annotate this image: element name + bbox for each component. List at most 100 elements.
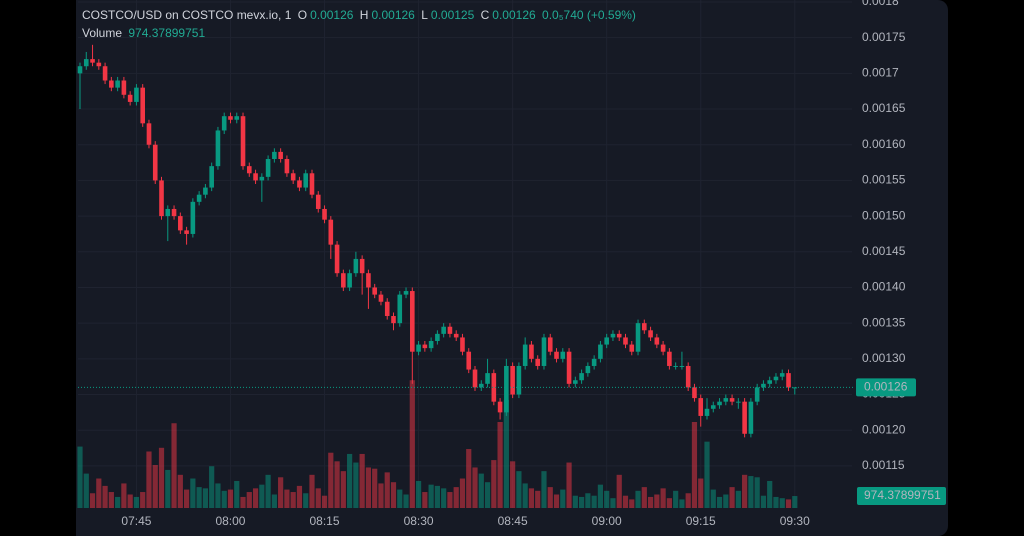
volume-bar — [767, 480, 773, 508]
candle-body — [717, 401, 722, 406]
volume-bar — [409, 380, 415, 508]
volume-bar — [754, 477, 760, 508]
volume-bar — [265, 474, 271, 508]
candle-body — [341, 273, 346, 288]
volume-bar — [478, 473, 484, 508]
volume-bar — [121, 483, 127, 508]
candle-body — [491, 373, 497, 402]
candle-body — [178, 216, 183, 231]
candle-body — [554, 351, 559, 359]
ohlc-label: O — [297, 8, 308, 22]
candle-body — [779, 373, 785, 377]
candle-body — [209, 166, 214, 188]
volume-bar — [666, 498, 672, 508]
volume-bar — [202, 488, 208, 508]
candle-body — [366, 273, 371, 288]
candle-body — [253, 173, 258, 181]
volume-bar — [140, 492, 146, 508]
x-tick-label: 09:15 — [686, 514, 716, 528]
candle-body — [610, 333, 616, 338]
volume-bar — [604, 490, 610, 508]
candle-body — [272, 151, 277, 160]
volume-bar — [227, 489, 234, 508]
candle-body — [391, 316, 396, 324]
candle-body — [591, 358, 597, 366]
volume-bar — [403, 494, 409, 508]
candle-body — [529, 344, 534, 359]
volume-bar — [259, 484, 265, 508]
volume-bar — [579, 496, 585, 508]
volume-bar — [240, 496, 246, 508]
candle-body — [604, 337, 609, 345]
volume-bar — [183, 489, 190, 508]
candle-body — [466, 351, 472, 370]
candle-body — [773, 376, 779, 381]
candle-body — [447, 326, 453, 334]
candle-body — [384, 301, 390, 317]
volume-bar — [691, 422, 698, 508]
symbol-title: COSTCO/USD on COSTCO mevx.io, 1 — [82, 8, 292, 22]
volume-bar — [447, 492, 453, 508]
volume-bar — [760, 495, 767, 508]
ohlc-row: COSTCO/USD on COSTCO mevx.io, 1 O 0.00126… — [82, 6, 639, 24]
y-tick-label: 0.00155 — [862, 173, 906, 187]
y-tick-label: 0.00120 — [862, 422, 906, 436]
volume-bar — [673, 490, 679, 508]
volume-bar — [459, 478, 466, 508]
candle-body — [102, 66, 108, 81]
volume-bar — [290, 492, 296, 508]
candle-body — [522, 344, 528, 366]
candle-body — [403, 291, 409, 295]
volume-row: Volume 974.37899751 — [82, 24, 639, 42]
volume-bar — [522, 483, 528, 508]
candle-body — [347, 273, 352, 288]
ohlc-label: H — [359, 8, 369, 22]
volume-bar — [735, 490, 741, 508]
volume-bar — [704, 441, 710, 508]
volume-bar — [510, 461, 516, 508]
candle-body — [541, 337, 547, 366]
candle-body — [535, 358, 541, 366]
candle-body — [472, 369, 478, 388]
volume-bar — [340, 471, 346, 508]
candle-body — [215, 130, 221, 167]
volume-bar — [491, 460, 497, 508]
last-volume-box — [857, 487, 946, 505]
volume-bar — [792, 496, 798, 508]
candle-body — [616, 333, 622, 338]
candle-body — [478, 383, 484, 388]
volume-bar — [209, 466, 215, 508]
y-tick-label: 0.00165 — [862, 101, 906, 115]
candle-body — [322, 208, 327, 220]
x-tick-label: 08:30 — [404, 514, 434, 528]
y-tick-label: 0.00175 — [862, 30, 906, 44]
volume-bar — [390, 482, 397, 508]
volume-bar — [785, 499, 792, 508]
volume-bar — [742, 474, 748, 508]
volume-bar — [309, 474, 315, 508]
candle-body — [692, 387, 697, 399]
volume-bar — [466, 449, 472, 508]
volume-bar — [560, 489, 566, 508]
volume-bar — [365, 467, 372, 508]
candle-body — [353, 258, 359, 274]
volume-bar — [779, 498, 785, 508]
volume-bar — [566, 462, 572, 508]
candle-body — [792, 387, 798, 389]
y-tick-label: 0.00145 — [862, 244, 906, 258]
ohlc-value: 0.00126 — [492, 8, 536, 22]
candle-body — [77, 66, 83, 74]
candle-body — [673, 365, 678, 367]
candle-body — [742, 401, 747, 434]
volume-bar — [773, 496, 779, 508]
candle-body — [453, 333, 459, 338]
volume-bar — [246, 492, 252, 508]
candle-body — [698, 398, 704, 416]
ohlc-value: 0.00126 — [310, 8, 354, 22]
volume-bar — [572, 495, 578, 508]
candle-body — [246, 166, 252, 174]
candle-body — [410, 291, 415, 352]
candle-body — [284, 159, 290, 174]
volume-bar — [303, 493, 309, 508]
